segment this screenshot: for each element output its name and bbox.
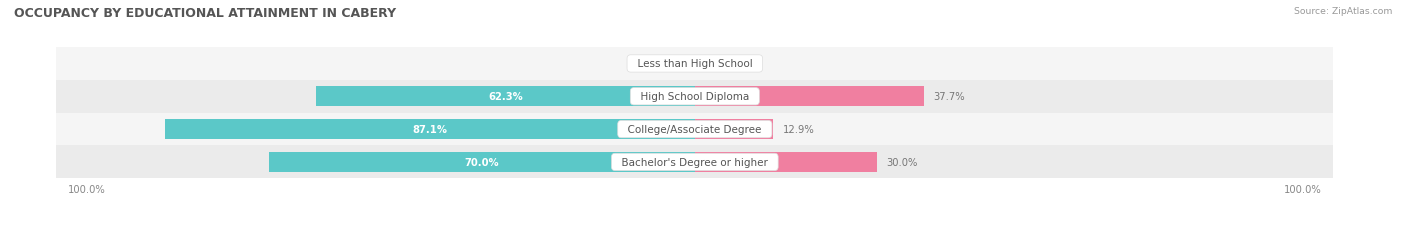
Bar (165, 119, 695, 140)
Bar (269, 152, 695, 172)
Text: Less than High School: Less than High School (631, 59, 759, 69)
Text: 0.0%: 0.0% (658, 59, 683, 69)
Text: College/Associate Degree: College/Associate Degree (621, 125, 768, 134)
Text: 0.0%: 0.0% (707, 59, 733, 69)
Text: Bachelor's Degree or higher: Bachelor's Degree or higher (616, 157, 775, 167)
Text: High School Diploma: High School Diploma (634, 92, 755, 102)
Text: 30.0%: 30.0% (886, 157, 918, 167)
Bar (56, 113, 1333, 146)
Text: 12.9%: 12.9% (782, 125, 814, 134)
Text: Source: ZipAtlas.com: Source: ZipAtlas.com (1294, 7, 1392, 16)
Text: 87.1%: 87.1% (412, 125, 447, 134)
Bar (695, 119, 773, 140)
Bar (56, 146, 1333, 179)
Bar (695, 87, 924, 107)
Bar (56, 81, 1333, 113)
Text: 70.0%: 70.0% (464, 157, 499, 167)
Bar (316, 87, 695, 107)
Bar (56, 48, 1333, 81)
Text: 62.3%: 62.3% (488, 92, 523, 102)
Text: 37.7%: 37.7% (934, 92, 965, 102)
Text: OCCUPANCY BY EDUCATIONAL ATTAINMENT IN CABERY: OCCUPANCY BY EDUCATIONAL ATTAINMENT IN C… (14, 7, 396, 20)
Bar (695, 152, 877, 172)
